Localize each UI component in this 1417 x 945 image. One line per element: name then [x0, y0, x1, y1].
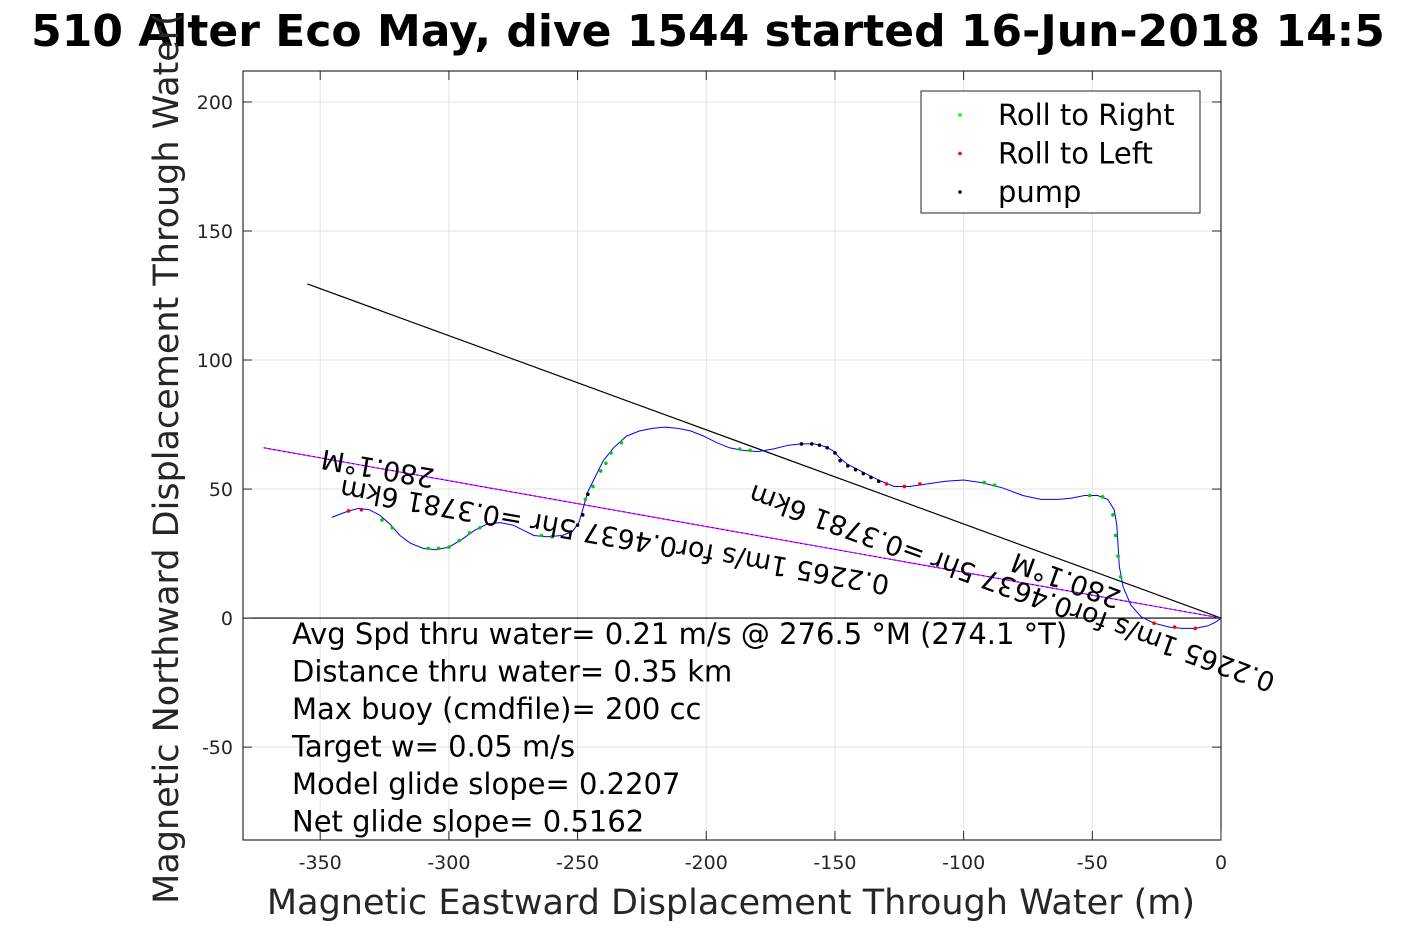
stats-line: Avg Spd thru water= 0.21 m/s @ 276.5 °M …	[292, 617, 1067, 651]
axes-box	[242, 70, 1222, 841]
roll-right-marker	[591, 484, 595, 489]
chart-title: 510 Alter Eco May, dive 1544 started 16-…	[31, 6, 1385, 57]
x-tick-label: -100	[942, 852, 985, 874]
y-tick-label: 200	[197, 92, 233, 114]
roll-right-marker	[477, 525, 482, 530]
roll-left-marker	[918, 482, 922, 486]
x-tick-label: -350	[299, 852, 342, 874]
pump-marker	[809, 442, 814, 446]
roll-right-marker	[737, 447, 742, 451]
legend-marker	[958, 190, 962, 194]
pump-marker	[861, 471, 866, 476]
roll-right-marker	[1111, 513, 1115, 517]
roll-right-marker	[447, 545, 451, 549]
y-tick-label: 150	[197, 221, 233, 243]
roll-right-marker	[390, 525, 395, 530]
legend-box	[920, 90, 1201, 214]
roll-right-marker	[1116, 554, 1120, 558]
x-tick-label: -150	[813, 852, 856, 874]
pump-marker	[825, 445, 830, 450]
pump-marker	[876, 479, 881, 484]
legend-label: Roll to Right	[998, 98, 1175, 132]
legend-label: pump	[998, 175, 1081, 209]
roll-left-marker	[346, 509, 351, 513]
x-tick-label: -250	[556, 852, 599, 874]
roll-left-marker	[884, 482, 889, 486]
stats-line: Distance thru water= 0.35 km	[292, 655, 732, 689]
stats-line: Target w= 0.05 m/s	[291, 730, 575, 764]
roll-right-marker	[1118, 574, 1123, 579]
roll-left-marker	[1193, 626, 1198, 631]
stats-line: Net glide slope= 0.5162	[292, 805, 644, 839]
roll-right-marker	[992, 483, 997, 487]
pump-marker	[580, 513, 585, 517]
pump-marker	[575, 523, 580, 527]
roll-right-marker	[748, 448, 752, 453]
x-tick-label: -200	[685, 852, 728, 874]
roll-right-marker	[1100, 494, 1105, 499]
roll-left-marker	[902, 484, 907, 489]
legend-label: Roll to Left	[998, 137, 1153, 171]
roll-right-marker	[619, 440, 624, 445]
line-current-dash	[263, 447, 1222, 619]
legend-marker	[958, 151, 962, 156]
stats-text-block: Avg Spd thru water= 0.21 m/s @ 276.5 °M …	[291, 617, 1067, 839]
marker-layer	[346, 440, 1198, 631]
roll-right-marker	[583, 497, 588, 502]
legend: Roll to Right Roll to Left pump	[920, 90, 1201, 214]
x-axis-label: Magnetic Eastward Displacement Through W…	[267, 883, 1195, 923]
pump-marker	[853, 467, 858, 472]
pump-marker	[799, 442, 804, 446]
roll-right-marker	[380, 518, 384, 522]
roll-right-marker	[982, 480, 987, 485]
pump-marker	[833, 451, 837, 455]
roll-right-marker	[539, 533, 544, 538]
roll-right-marker	[467, 531, 472, 535]
roll-right-marker	[426, 546, 431, 551]
roll-right-marker	[1113, 533, 1118, 538]
y-axis-label: Magnetic Northward Displacement Through …	[147, 12, 187, 904]
axis-ticks: -350 -300 -250 -200 -150 -100 -50 0 -50 0 50 100 150…	[197, 71, 1227, 874]
y-tick-label: 100	[197, 350, 233, 372]
y-tick-label: -50	[202, 737, 233, 759]
roll-right-marker	[436, 546, 441, 551]
series-track	[331, 426, 1222, 629]
x-tick-label: -50	[1077, 852, 1108, 874]
x-tick-label: 0	[1215, 852, 1227, 874]
roll-left-marker	[1152, 621, 1156, 626]
pump-marker	[817, 443, 822, 447]
roll-left-marker	[359, 507, 364, 512]
legend-marker	[958, 113, 962, 117]
roll-left-marker	[1172, 625, 1177, 629]
y-tick-label: 50	[209, 479, 233, 501]
y-tick-label: 0	[221, 608, 233, 630]
x-tick-label: -300	[427, 852, 470, 874]
pump-marker	[838, 458, 842, 463]
roll-right-marker	[1087, 493, 1092, 498]
pump-marker	[869, 475, 873, 480]
roll-right-marker	[457, 538, 461, 543]
roll-right-marker	[609, 451, 613, 455]
roll-right-marker	[604, 461, 608, 466]
roll-right-marker	[598, 469, 603, 473]
stats-line: Model glide slope= 0.2207	[292, 767, 680, 801]
roll-right-marker	[550, 534, 554, 539]
pump-marker	[586, 492, 590, 497]
series-layer	[331, 426, 1222, 629]
stats-line: Max buoy (cmdfile)= 200 cc	[292, 692, 701, 726]
pump-marker	[846, 464, 850, 468]
